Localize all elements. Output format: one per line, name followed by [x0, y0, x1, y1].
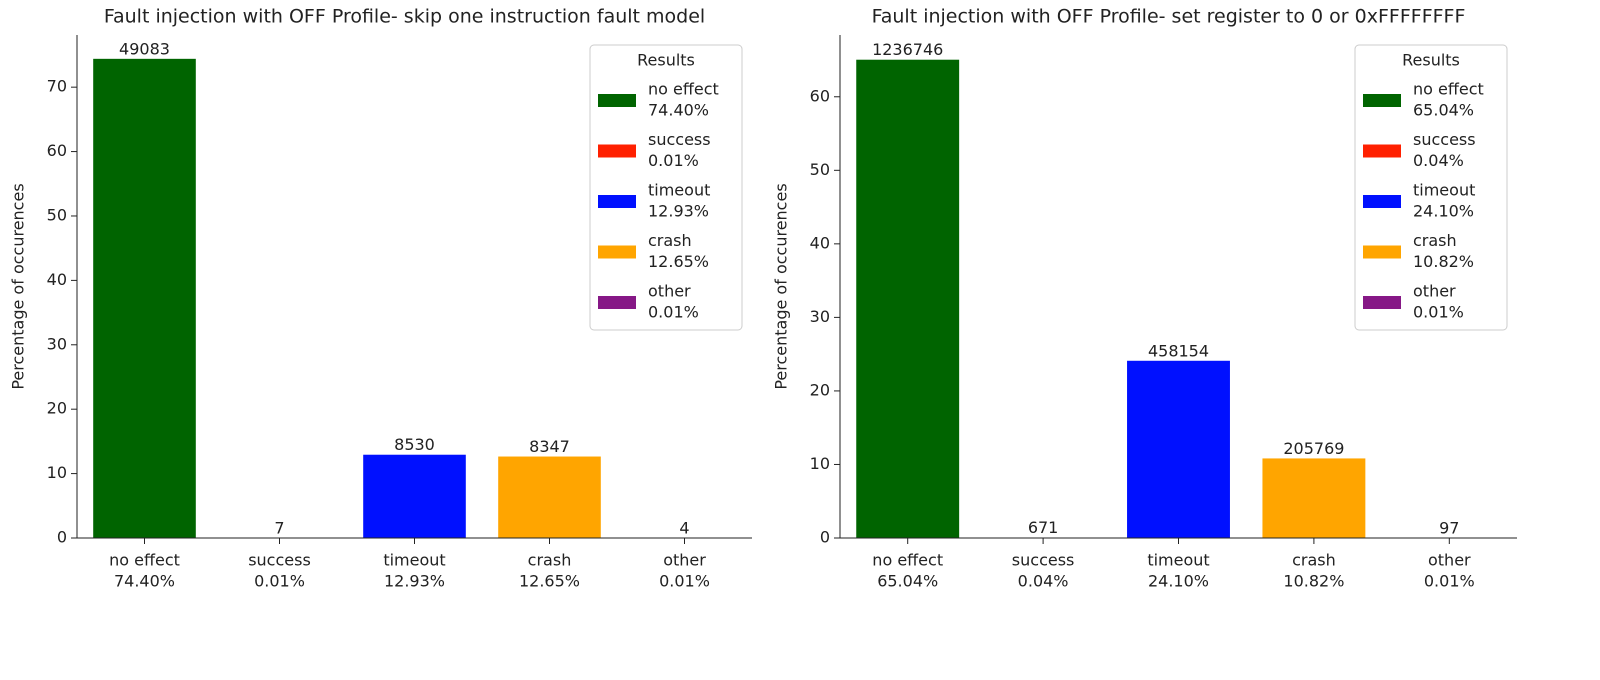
legend-swatch: [1363, 296, 1401, 309]
y-tick-label: 10: [47, 463, 67, 482]
bar-count-label: 205769: [1283, 439, 1344, 458]
x-tick-label: no effect: [872, 551, 943, 570]
bar: [93, 58, 196, 538]
x-tick-label: timeout: [383, 551, 445, 570]
legend-percent: 0.01%: [648, 303, 699, 322]
x-tick-label: timeout: [1147, 551, 1209, 570]
legend-title: Results: [1402, 51, 1460, 70]
bar: [498, 456, 601, 538]
legend-swatch: [598, 245, 636, 259]
legend-box: [589, 44, 743, 331]
legend-label: timeout: [1413, 181, 1475, 200]
bar-count-label: 4: [679, 518, 689, 537]
bar-count-label: 8530: [394, 435, 435, 454]
x-tick-label: other: [663, 551, 706, 570]
x-tick-percent: 0.01%: [659, 572, 710, 591]
y-tick-label: 20: [810, 380, 830, 399]
legend-percent: 12.93%: [648, 202, 709, 221]
bar-count-label: 7: [274, 518, 284, 537]
y-tick-label: 30: [810, 307, 830, 326]
chart-title: Fault injection with OFF Profile- skip o…: [104, 6, 705, 28]
x-tick-label: no effect: [109, 551, 180, 570]
x-tick-percent: 12.93%: [384, 572, 445, 591]
legend-swatch: [1363, 94, 1401, 107]
legend-percent: 0.04%: [1413, 151, 1464, 170]
x-tick-percent: 12.65%: [519, 572, 580, 591]
legend-label: no effect: [648, 80, 719, 99]
legend-label: other: [648, 282, 691, 301]
x-tick-percent: 65.04%: [877, 572, 938, 591]
x-tick-label: other: [1428, 551, 1471, 570]
y-tick-label: 50: [47, 205, 67, 224]
legend-swatch: [1363, 195, 1401, 208]
y-tick-label: 40: [810, 233, 830, 252]
bar: [1262, 458, 1366, 538]
chart-title: Fault injection with OFF Profile- set re…: [872, 6, 1466, 28]
x-tick-label: crash: [528, 551, 572, 570]
legend-title: Results: [637, 51, 695, 70]
bar-count-label: 458154: [1148, 341, 1209, 360]
legend-swatch: [598, 94, 636, 107]
legend-label: success: [1413, 130, 1476, 149]
bar-count-label: 671: [1028, 518, 1059, 537]
bar: [1127, 360, 1230, 538]
legend-swatch: [598, 195, 636, 208]
legend-label: other: [1413, 282, 1456, 301]
legend-swatch: [1363, 144, 1401, 158]
legend-percent: 74.40%: [648, 101, 709, 120]
legend-label: crash: [648, 231, 692, 250]
bar-count-label: 1236746: [872, 40, 943, 59]
x-tick-percent: 10.82%: [1283, 572, 1344, 591]
legend-swatch: [1363, 245, 1401, 259]
bar: [363, 454, 466, 538]
bar: [856, 59, 960, 538]
y-tick-label: 0: [57, 528, 67, 547]
legend-box: [1354, 44, 1508, 331]
x-tick-percent: 0.01%: [254, 572, 305, 591]
legend-swatch: [598, 144, 636, 158]
x-tick-percent: 0.04%: [1018, 572, 1069, 591]
y-axis-label: Percentage of occurences: [772, 183, 791, 389]
legend-percent: 0.01%: [1413, 303, 1464, 322]
legend-swatch: [598, 296, 636, 309]
y-tick-label: 60: [810, 86, 830, 105]
y-tick-label: 30: [47, 334, 67, 353]
y-tick-label: 50: [810, 160, 830, 179]
legend-label: no effect: [1413, 80, 1484, 99]
y-tick-label: 40: [47, 270, 67, 289]
legend-percent: 0.01%: [648, 151, 699, 170]
legend-percent: 10.82%: [1413, 252, 1474, 271]
legend-percent: 65.04%: [1413, 101, 1474, 120]
x-tick-label: crash: [1292, 551, 1336, 570]
legend-label: timeout: [648, 181, 710, 200]
y-tick-label: 0: [820, 528, 830, 547]
y-axis-label: Percentage of occurences: [9, 183, 28, 389]
x-tick-label: success: [1012, 551, 1075, 570]
legend-label: crash: [1413, 231, 1457, 250]
y-tick-label: 70: [47, 77, 67, 96]
legend-percent: 12.65%: [648, 252, 709, 271]
y-tick-label: 20: [47, 399, 67, 418]
x-tick-label: success: [248, 551, 311, 570]
x-tick-percent: 74.40%: [114, 572, 175, 591]
y-tick-label: 60: [47, 141, 67, 160]
bar-count-label: 8347: [529, 437, 570, 456]
bar-count-label: 97: [1439, 518, 1459, 537]
legend-label: success: [648, 130, 711, 149]
x-tick-percent: 24.10%: [1148, 572, 1209, 591]
bar-count-label: 49083: [119, 39, 170, 58]
legend-percent: 24.10%: [1413, 202, 1474, 221]
x-tick-percent: 0.01%: [1424, 572, 1475, 591]
y-tick-label: 10: [810, 454, 830, 473]
